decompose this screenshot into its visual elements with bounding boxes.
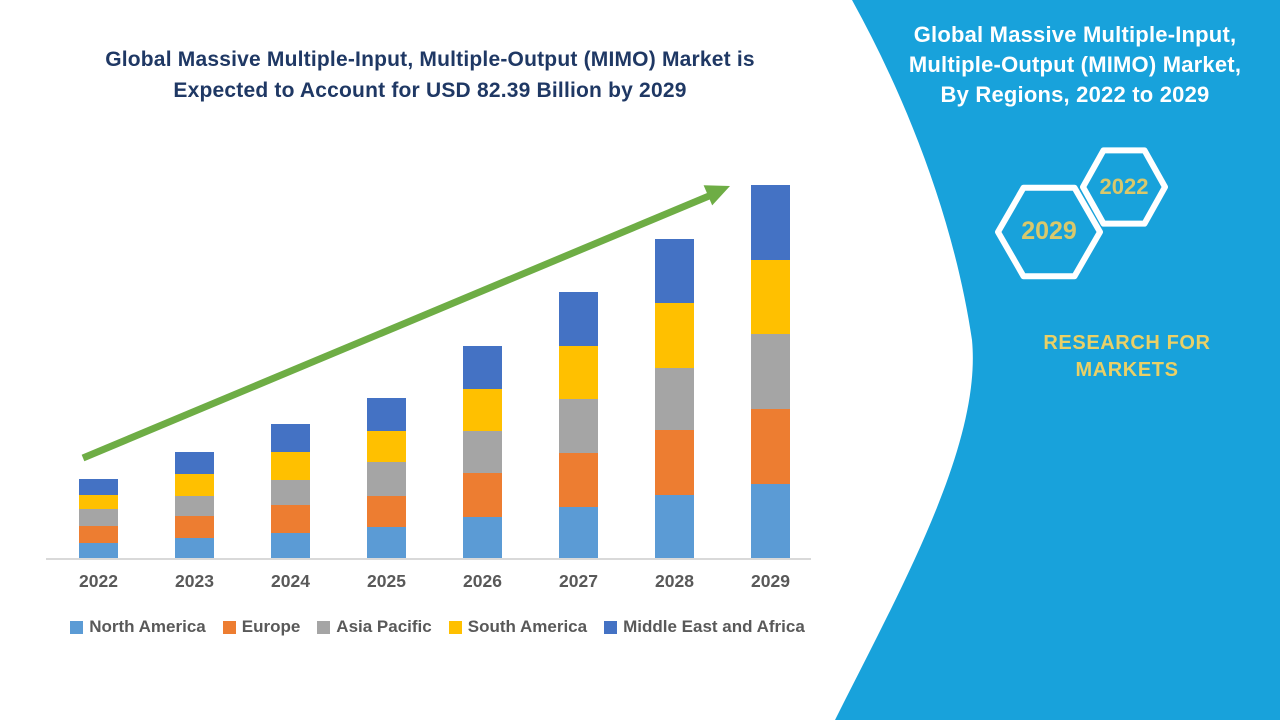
x-label-2024: 2024 <box>271 571 310 591</box>
bar-2028-north-america <box>655 495 694 558</box>
panel-title: Global Massive Multiple-Input, Multiple-… <box>878 20 1272 110</box>
brand-text: RESEARCH FOR MARKETS <box>1002 330 1252 384</box>
bar-2022-north-america <box>79 543 118 558</box>
bar-2025-north-america <box>367 527 406 558</box>
x-axis-labels: 2022 2023 2024 2025 2026 2027 2028 2029 <box>0 571 830 597</box>
chart-title-line-2: Expected to Account for USD 82.39 Billio… <box>173 79 687 102</box>
bar-2025-europe <box>367 496 406 528</box>
chart-title-line-1: Global Massive Multiple-Input, Multiple-… <box>105 48 755 71</box>
bar-2026-north-america <box>463 517 502 558</box>
x-axis-line <box>46 558 811 560</box>
x-label-2023: 2023 <box>175 571 214 591</box>
bar-2027-north-america <box>559 506 598 558</box>
legend-swatch-middle-east-and-africa <box>604 621 618 634</box>
legend-label-middle-east-and-africa: Middle East and Africa <box>623 617 805 636</box>
bar-2027-middle-east-and-africa <box>559 291 598 346</box>
legend-swatch-south-america <box>448 621 462 634</box>
hexagon-2029-label: 2029 <box>1021 217 1077 245</box>
chart-title: Global Massive Multiple-Input, Multiple-… <box>70 44 790 106</box>
bar-2029-south-america <box>751 259 790 334</box>
panel-title-line-3: By Regions, 2022 to 2029 <box>940 82 1210 107</box>
legend-item-north-america: North America <box>70 617 206 637</box>
bar-2023-europe <box>175 516 214 539</box>
bar-2029-middle-east-and-africa <box>751 184 790 260</box>
panel-title-line-1: Global Massive Multiple-Input, <box>913 22 1237 47</box>
bar-2027-south-america <box>559 345 598 399</box>
bar-2024-middle-east-and-africa <box>271 424 310 452</box>
bar-2024-asia-pacific <box>271 479 310 506</box>
legend-item-south-america: South America <box>448 617 588 637</box>
panel-title-line-2: Multiple-Output (MIMO) Market, <box>908 52 1242 77</box>
bar-2023-middle-east-and-africa <box>175 451 214 474</box>
legend-label-north-america: North America <box>89 617 206 636</box>
bar-2026-south-america <box>463 389 502 432</box>
legend-swatch-north-america <box>70 621 84 634</box>
bar-2024-south-america <box>271 452 310 480</box>
bar-2025-middle-east-and-africa <box>367 397 406 432</box>
x-label-2029: 2029 <box>751 571 790 591</box>
bar-2027-europe <box>559 453 598 507</box>
legend-item-middle-east-and-africa: Middle East and Africa <box>604 617 805 637</box>
x-label-2028: 2028 <box>655 571 694 591</box>
legend-label-europe: Europe <box>241 617 301 636</box>
brand-text-line-1: RESEARCH FOR <box>1043 332 1211 354</box>
bar-2024-north-america <box>271 533 310 558</box>
bar-2025-asia-pacific <box>367 461 406 497</box>
bar-2029-north-america <box>751 484 790 558</box>
x-label-2026: 2026 <box>463 571 502 591</box>
legend-label-south-america: South America <box>467 617 588 636</box>
bar-2028-middle-east-and-africa <box>655 238 694 303</box>
bar-2022-south-america <box>79 494 118 509</box>
legend-item-europe: Europe <box>222 617 301 637</box>
bar-2022-europe <box>79 526 118 544</box>
x-label-2022: 2022 <box>79 571 118 591</box>
bar-2029-europe <box>751 408 790 485</box>
x-label-2025: 2025 <box>367 571 406 591</box>
bar-2022-middle-east-and-africa <box>79 478 118 495</box>
bar-2027-asia-pacific <box>559 398 598 454</box>
bar-2022-asia-pacific <box>79 508 118 527</box>
legend-swatch-asia-pacific <box>317 621 331 634</box>
legend-label-asia-pacific: Asia Pacific <box>336 617 432 636</box>
plot-area <box>79 184 790 558</box>
legend: North America Europe Asia Pacific South Ame… <box>40 617 835 637</box>
bar-2028-asia-pacific <box>655 367 694 430</box>
bar-2029-asia-pacific <box>751 333 790 409</box>
bar-2026-europe <box>463 473 502 518</box>
legend-swatch-europe <box>222 621 236 634</box>
bar-2026-middle-east-and-africa <box>463 345 502 389</box>
bar-2026-asia-pacific <box>463 431 502 474</box>
bar-2028-europe <box>655 429 694 496</box>
bar-2024-europe <box>271 505 310 534</box>
bar-2028-south-america <box>655 302 694 368</box>
legend-item-asia-pacific: Asia Pacific <box>317 617 432 637</box>
x-label-2027: 2027 <box>559 571 598 591</box>
bar-2023-north-america <box>175 538 214 558</box>
brand-text-line-2: MARKETS <box>1075 359 1179 381</box>
bar-2025-south-america <box>367 431 406 462</box>
bar-2023-asia-pacific <box>175 496 214 517</box>
hexagon-2022-label: 2022 <box>1099 174 1149 199</box>
bar-2023-south-america <box>175 473 214 497</box>
